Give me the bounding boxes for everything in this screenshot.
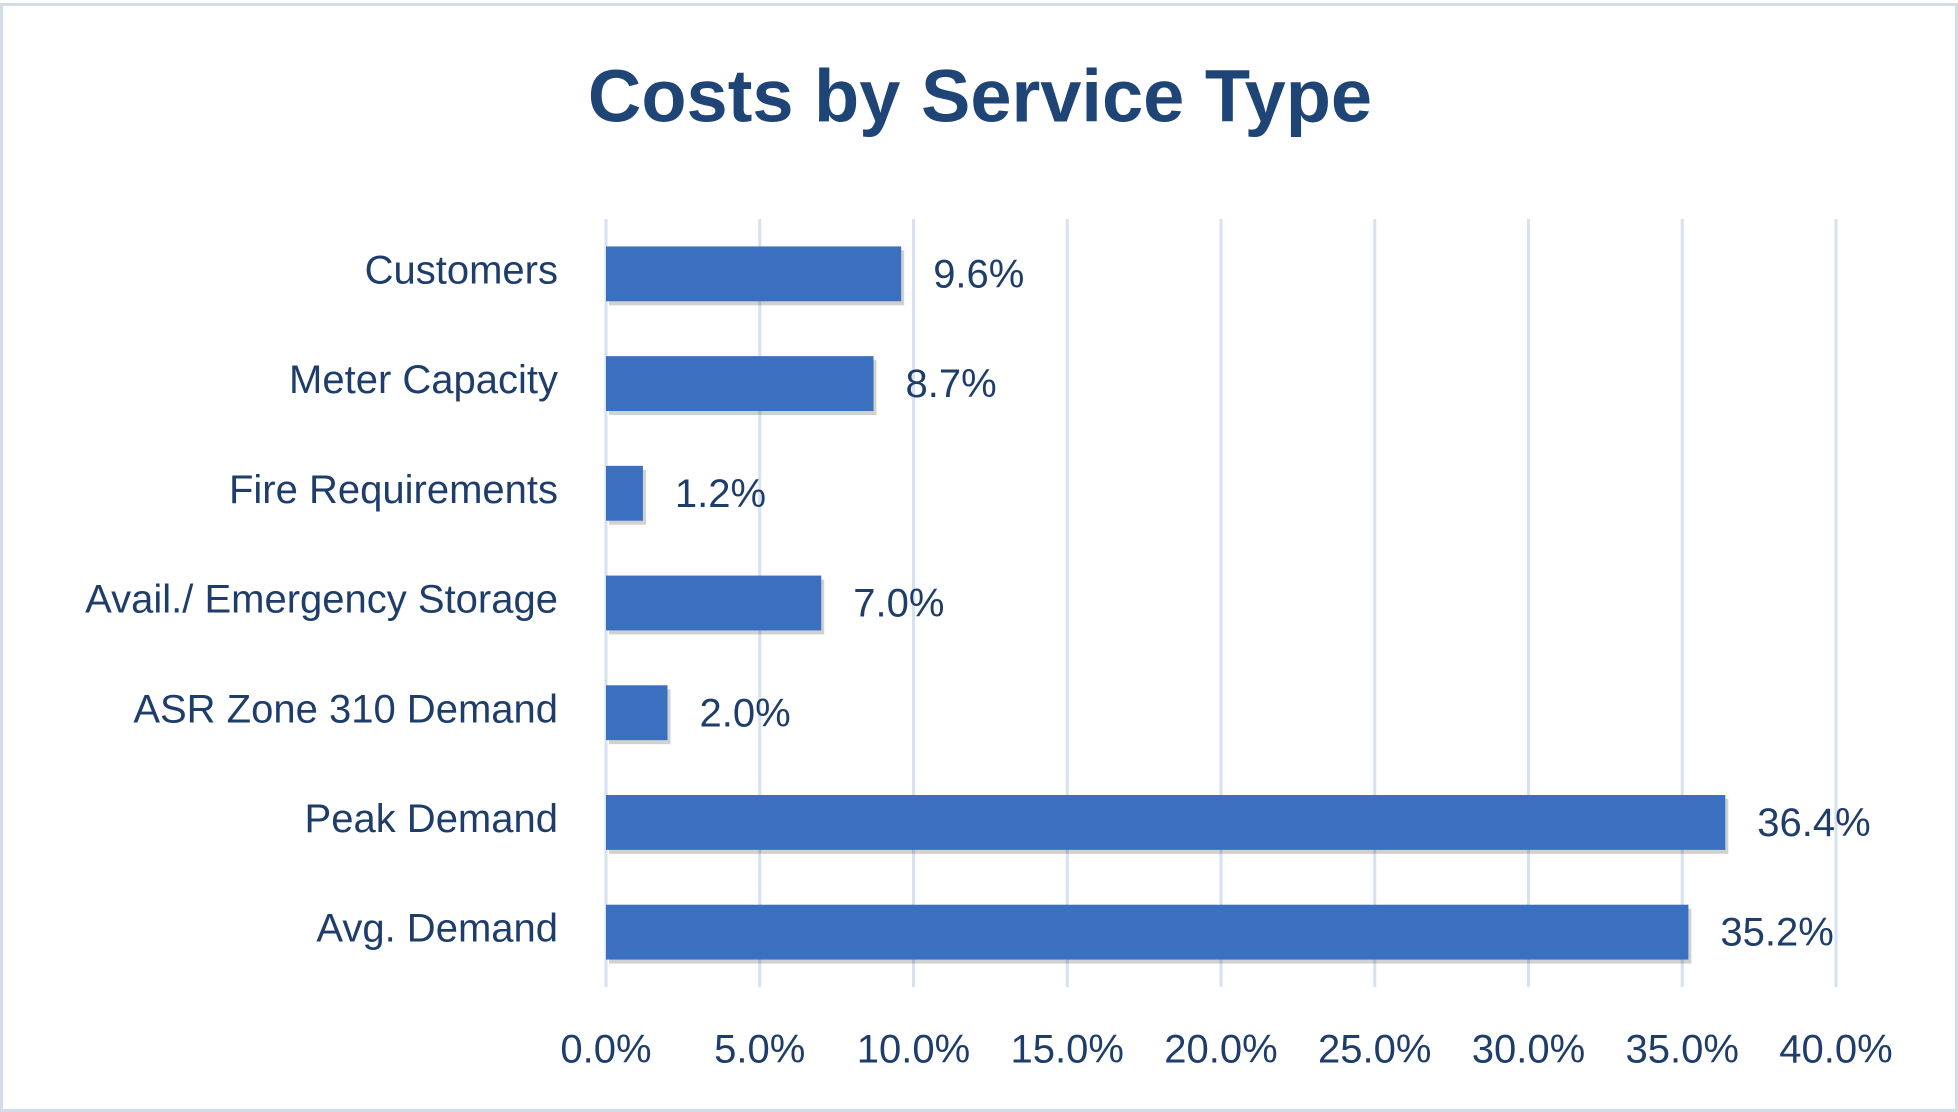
x-tick-label: 25.0% — [1318, 1028, 1431, 1072]
value-label: 36.4% — [1757, 801, 1870, 845]
y-tick-label: Avail./ Emergency Storage — [85, 578, 558, 622]
bar — [606, 795, 1726, 850]
chart-title: Costs by Service Type — [588, 55, 1372, 138]
x-tick-label: 10.0% — [857, 1028, 970, 1072]
x-tick-label: 40.0% — [1779, 1028, 1892, 1072]
value-label: 7.0% — [853, 582, 944, 626]
y-tick-label: Meter Capacity — [289, 358, 558, 402]
bar — [606, 575, 822, 631]
bar — [606, 356, 874, 411]
x-tick-label: 20.0% — [1164, 1028, 1277, 1072]
x-tick-label: 5.0% — [714, 1028, 805, 1072]
y-tick-label: Avg. Demand — [316, 907, 558, 951]
x-tick-label: 30.0% — [1472, 1028, 1585, 1072]
value-label: 8.7% — [906, 362, 997, 406]
y-tick-label: Fire Requirements — [229, 468, 558, 512]
value-label: 2.0% — [700, 691, 791, 735]
y-tick-label: Peak Demand — [305, 797, 558, 841]
bar — [606, 685, 668, 741]
x-tick-label: 35.0% — [1626, 1028, 1739, 1072]
y-tick-label: Customers — [365, 248, 558, 292]
x-tick-label: 15.0% — [1011, 1028, 1124, 1072]
x-tick-label: 0.0% — [560, 1028, 651, 1072]
value-label: 35.2% — [1720, 911, 1833, 955]
y-tick-label: ASR Zone 310 Demand — [133, 687, 558, 731]
bar — [606, 465, 643, 521]
bar — [606, 246, 902, 302]
value-label: 1.2% — [675, 472, 766, 516]
bar — [606, 904, 1689, 960]
value-label: 9.6% — [933, 252, 1024, 296]
